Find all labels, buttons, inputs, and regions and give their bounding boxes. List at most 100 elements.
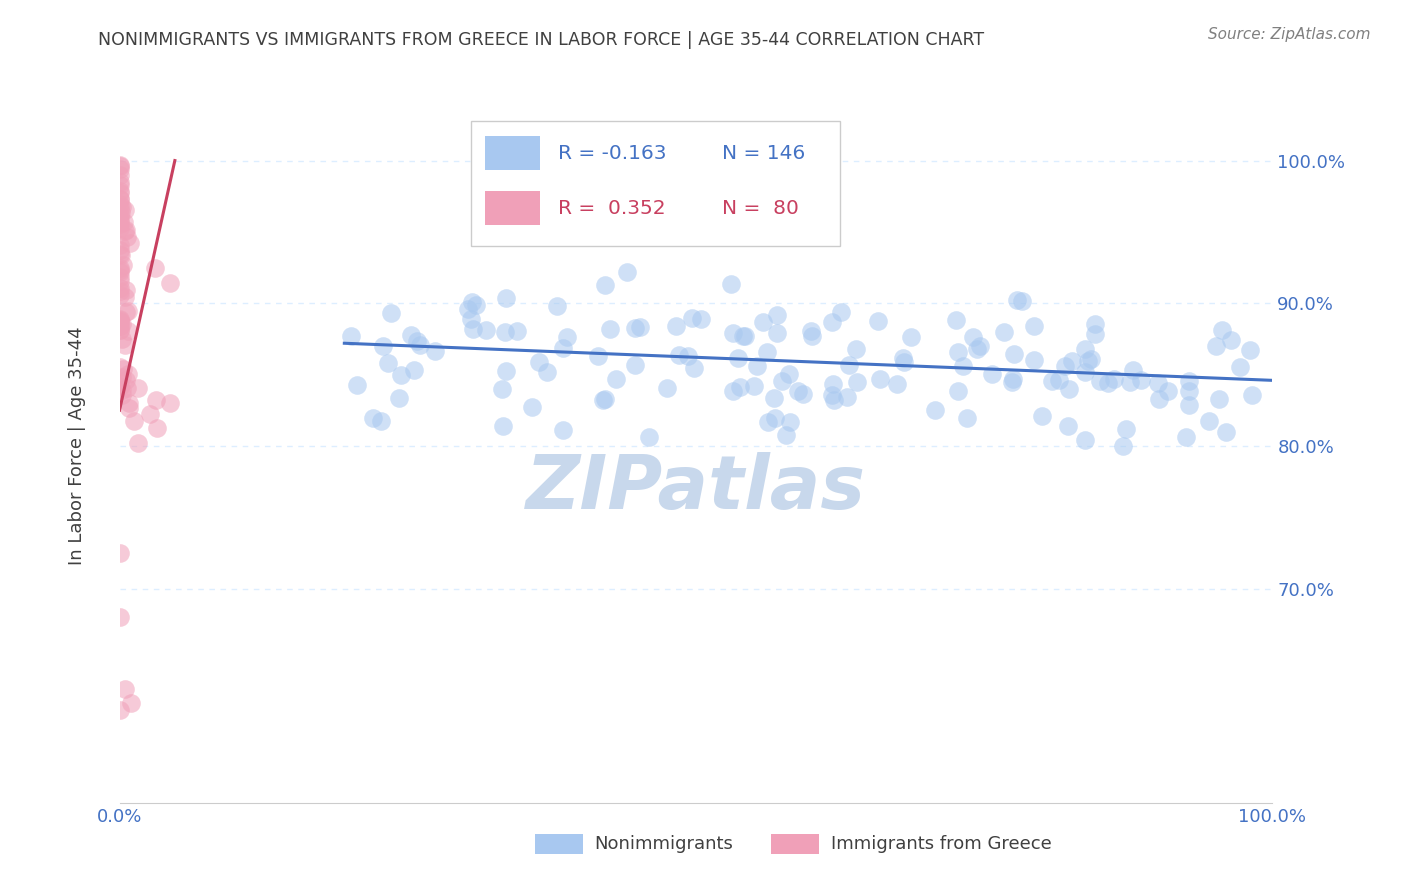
Point bbox=[993, 325, 1015, 339]
Text: In Labor Force | Age 35-44: In Labor Force | Age 35-44 bbox=[69, 326, 86, 566]
Point bbox=[370, 414, 392, 428]
Point bbox=[952, 359, 974, 373]
Point bbox=[111, 362, 134, 376]
Point bbox=[586, 350, 609, 364]
Point bbox=[114, 373, 136, 387]
Point bbox=[1220, 334, 1243, 348]
Point bbox=[1211, 323, 1233, 337]
Point bbox=[117, 324, 139, 338]
Point bbox=[1177, 398, 1199, 412]
Point bbox=[114, 224, 136, 238]
Point bbox=[108, 215, 131, 229]
Point bbox=[111, 200, 134, 214]
Point bbox=[599, 322, 621, 336]
Point bbox=[108, 162, 131, 177]
Point bbox=[893, 351, 915, 366]
Point bbox=[720, 277, 742, 292]
Point bbox=[681, 310, 703, 325]
Point bbox=[409, 338, 432, 352]
Point bbox=[108, 168, 131, 182]
Point bbox=[108, 274, 131, 288]
Point bbox=[969, 339, 991, 353]
Point bbox=[886, 377, 908, 392]
Point bbox=[402, 362, 425, 376]
Point bbox=[114, 337, 136, 351]
FancyBboxPatch shape bbox=[534, 834, 583, 855]
Point bbox=[616, 265, 638, 279]
Point bbox=[592, 393, 614, 408]
Point bbox=[962, 330, 984, 344]
Point bbox=[1084, 317, 1107, 331]
Point bbox=[728, 380, 751, 394]
Point bbox=[1084, 327, 1107, 342]
Point bbox=[108, 323, 131, 337]
Point bbox=[800, 324, 823, 338]
Point bbox=[108, 610, 131, 624]
Point bbox=[1002, 372, 1025, 386]
Point bbox=[108, 201, 131, 215]
Point bbox=[821, 376, 844, 391]
Text: Source: ZipAtlas.com: Source: ZipAtlas.com bbox=[1208, 27, 1371, 42]
Point bbox=[868, 314, 890, 328]
Point bbox=[117, 229, 139, 244]
Point bbox=[108, 217, 131, 231]
Point bbox=[628, 320, 651, 334]
Point bbox=[494, 325, 516, 339]
Point bbox=[551, 423, 574, 437]
Point bbox=[110, 247, 132, 261]
Text: NONIMMIGRANTS VS IMMIGRANTS FROM GREECE IN LABOR FORCE | AGE 35-44 CORRELATION C: NONIMMIGRANTS VS IMMIGRANTS FROM GREECE … bbox=[98, 31, 984, 49]
Point bbox=[766, 326, 789, 341]
Point bbox=[115, 283, 138, 297]
Point bbox=[108, 208, 131, 222]
Point bbox=[821, 315, 844, 329]
Point bbox=[146, 421, 169, 435]
Point bbox=[108, 379, 131, 393]
Point bbox=[551, 341, 574, 355]
Point bbox=[108, 263, 131, 277]
Point bbox=[821, 388, 844, 402]
Point bbox=[1229, 359, 1251, 374]
Point bbox=[945, 312, 967, 326]
Point bbox=[117, 368, 139, 382]
Point bbox=[845, 342, 868, 356]
Point bbox=[546, 299, 568, 313]
FancyBboxPatch shape bbox=[770, 834, 820, 855]
Point bbox=[893, 355, 915, 369]
Point bbox=[399, 327, 422, 342]
Point bbox=[1208, 392, 1230, 406]
Point bbox=[721, 326, 744, 341]
Point bbox=[115, 381, 138, 395]
Point bbox=[555, 330, 578, 344]
Point bbox=[1175, 430, 1198, 444]
Point bbox=[460, 312, 482, 326]
Point bbox=[778, 367, 800, 381]
Point bbox=[900, 330, 922, 344]
Point bbox=[1112, 439, 1135, 453]
Point bbox=[981, 368, 1004, 382]
Text: ZIPatlas: ZIPatlas bbox=[526, 452, 866, 525]
Point bbox=[1053, 359, 1076, 374]
Point bbox=[1205, 339, 1227, 353]
Point bbox=[665, 319, 688, 334]
Point bbox=[801, 329, 824, 343]
Point bbox=[1215, 425, 1237, 439]
Point bbox=[457, 302, 479, 317]
Point bbox=[388, 392, 411, 406]
Point bbox=[1001, 375, 1024, 389]
Point bbox=[721, 384, 744, 399]
Point bbox=[111, 383, 134, 397]
Point bbox=[108, 247, 131, 261]
Point bbox=[108, 175, 131, 189]
Point bbox=[108, 703, 131, 717]
Point bbox=[377, 356, 399, 370]
Point bbox=[1147, 392, 1170, 407]
Point bbox=[624, 321, 647, 335]
Point bbox=[1074, 365, 1097, 379]
Point bbox=[112, 215, 135, 229]
Point bbox=[361, 410, 384, 425]
Point bbox=[655, 381, 678, 395]
Point bbox=[108, 315, 131, 329]
Point bbox=[869, 371, 891, 385]
Text: R = -0.163: R = -0.163 bbox=[558, 144, 666, 163]
Point bbox=[118, 395, 141, 409]
